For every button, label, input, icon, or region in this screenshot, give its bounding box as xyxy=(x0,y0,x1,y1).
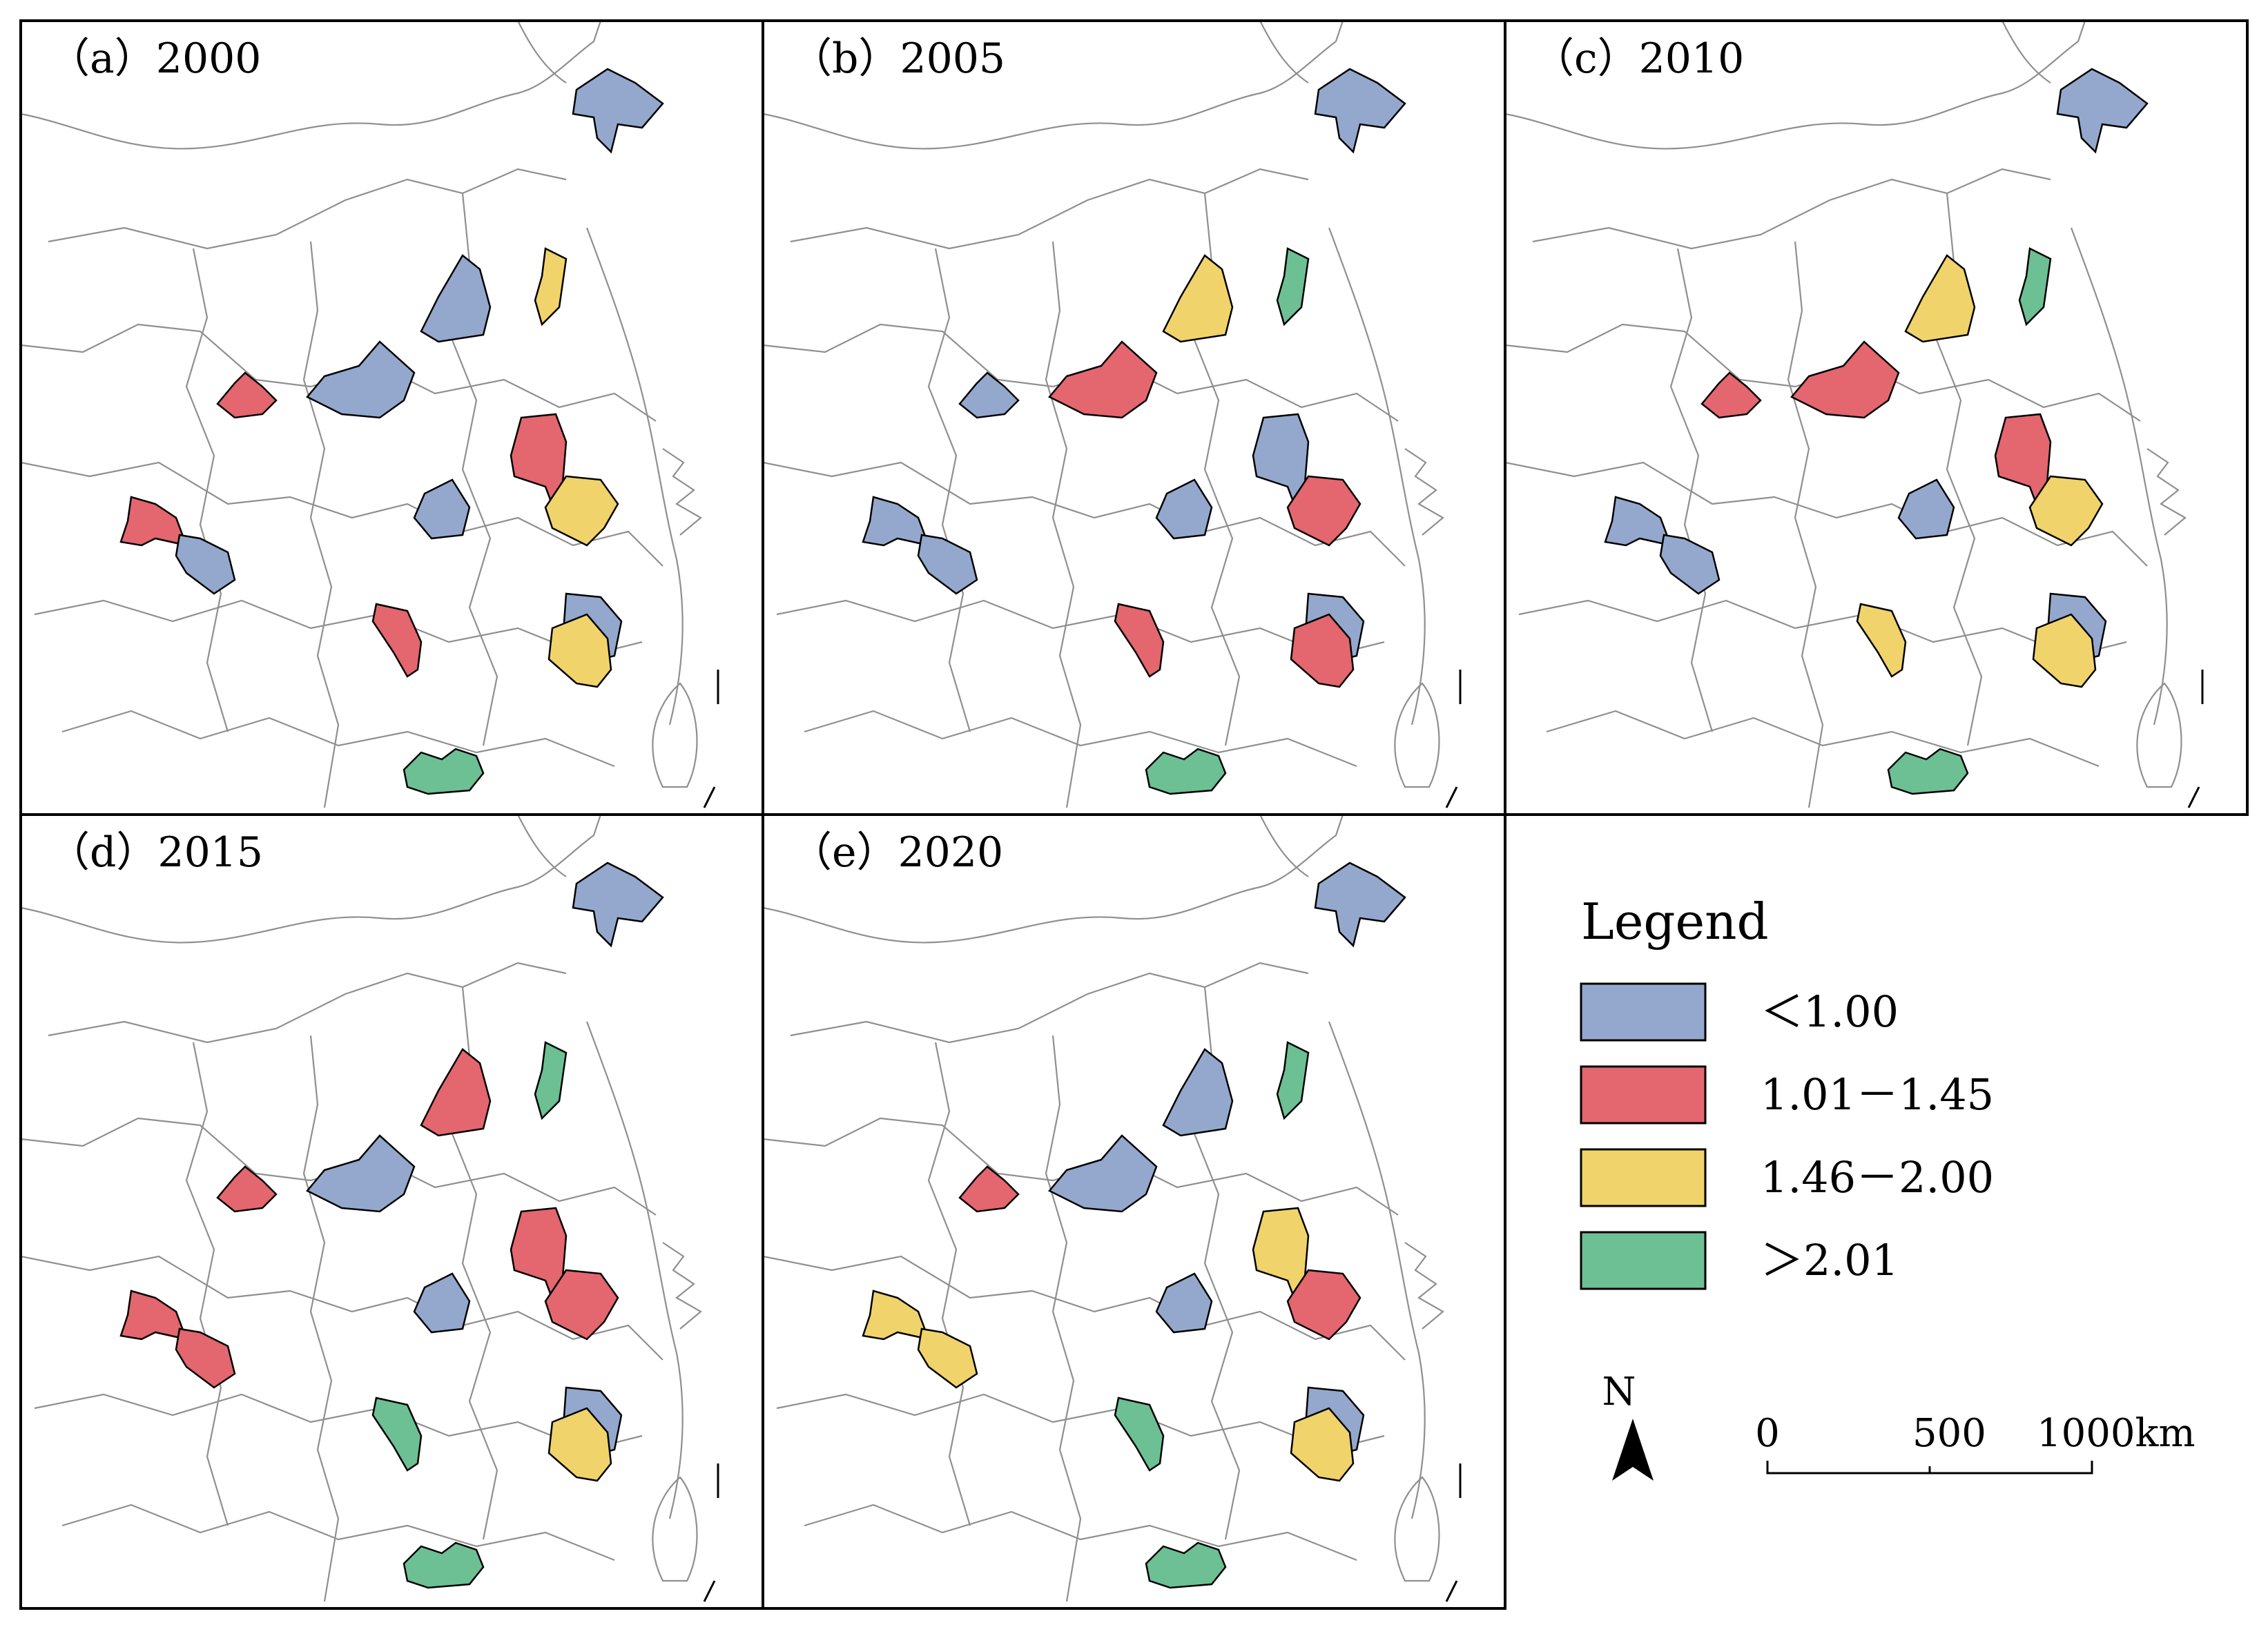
city-region xyxy=(1700,371,1762,419)
city-region xyxy=(534,247,568,326)
city-region xyxy=(413,1272,471,1334)
map-panel: （a）2000 xyxy=(19,19,764,816)
panel-title: （a）2000 xyxy=(48,35,261,83)
city-region xyxy=(1048,340,1158,419)
city-region xyxy=(403,1541,485,1589)
legend-swatch xyxy=(1580,1065,1707,1125)
map-content xyxy=(21,21,719,809)
legend-title: Legend xyxy=(1581,893,1769,951)
scale-bar-line xyxy=(1766,1461,2093,1475)
city-region xyxy=(175,1327,236,1389)
city-region xyxy=(917,1327,978,1389)
scale-labels: 0 500 1000km xyxy=(1755,1411,2195,1456)
city-region xyxy=(1604,496,1672,547)
city-region xyxy=(216,1165,278,1213)
city-region xyxy=(1155,478,1213,540)
city-region xyxy=(572,68,664,153)
city-region xyxy=(1145,748,1227,795)
city-region xyxy=(306,1134,416,1213)
scale-bar: 0 500 1000km xyxy=(1755,1411,2196,1475)
city-region xyxy=(1790,340,1900,419)
panel-frame xyxy=(1504,19,2249,816)
city-region xyxy=(1162,1048,1234,1137)
panel-frame xyxy=(762,813,1506,1610)
city-region xyxy=(1145,1541,1227,1589)
city-region xyxy=(175,534,236,595)
city-region xyxy=(1887,748,1969,795)
map-content xyxy=(21,815,719,1603)
city-region xyxy=(119,496,188,547)
city-region xyxy=(420,1048,492,1137)
city-region xyxy=(1897,478,1955,540)
scale-label: 500 xyxy=(1912,1411,1986,1456)
scale-label: 0 xyxy=(1755,1411,1780,1456)
city-region xyxy=(1856,603,1907,678)
city-region xyxy=(306,340,416,419)
city-region xyxy=(119,1290,188,1341)
scale-label: 1000km xyxy=(2037,1411,2196,1456)
legend-swatch xyxy=(1580,1231,1707,1290)
city-region xyxy=(420,254,492,343)
city-region xyxy=(1114,1397,1165,1472)
city-region xyxy=(371,1397,423,1472)
map-content xyxy=(1505,21,2204,809)
city-region xyxy=(1659,534,1721,595)
legend-label: ＞2.01 xyxy=(1761,1235,1899,1285)
map-panels: （a）2000 （b）2005 （c）2010 （d）2015 （e）2020 xyxy=(19,19,2249,1610)
city-region xyxy=(917,534,978,595)
legend: Legend ＜1.00 1.01－1.45 1.46－2.00 ＞2.01 xyxy=(1580,893,1994,1290)
map-panel: （b）2005 xyxy=(762,19,1506,816)
legend-items: ＜1.00 1.01－1.45 1.46－2.00 ＞2.01 xyxy=(1580,982,1994,1290)
city-region xyxy=(862,1290,930,1341)
map-panel: （d）2015 xyxy=(19,813,764,1610)
city-region xyxy=(1314,68,1406,153)
legend-swatch xyxy=(1580,1148,1707,1207)
city-region xyxy=(862,496,930,547)
city-region xyxy=(1114,603,1165,678)
city-region xyxy=(1314,862,1406,947)
city-region xyxy=(958,1165,1020,1213)
legend-label: 1.01－1.45 xyxy=(1761,1069,1994,1120)
city-region xyxy=(1276,1041,1310,1120)
city-region xyxy=(534,1041,568,1120)
legend-label: ＜1.00 xyxy=(1761,986,1899,1037)
city-region xyxy=(958,371,1020,419)
city-region xyxy=(1276,247,1310,326)
city-region xyxy=(1155,1272,1213,1334)
north-arrow-icon xyxy=(1612,1419,1654,1481)
inset-marks xyxy=(703,670,719,808)
panel-title: （d）2015 xyxy=(48,828,263,877)
inset-marks xyxy=(703,1463,719,1602)
city-region xyxy=(1048,1134,1158,1213)
map-panel: （c）2010 xyxy=(1504,19,2249,816)
map-panel: （e）2020 xyxy=(762,813,1506,1610)
north-arrow: N xyxy=(1602,1370,1654,1481)
city-region xyxy=(403,748,485,795)
panel-title: （c）2010 xyxy=(1533,35,1744,83)
inset-marks xyxy=(1445,670,1462,808)
panel-title: （b）2005 xyxy=(791,35,1005,83)
city-region xyxy=(2056,68,2149,153)
city-region xyxy=(413,478,471,540)
city-region xyxy=(216,371,278,419)
city-region xyxy=(1162,254,1234,343)
panel-title: （e）2020 xyxy=(791,828,1003,877)
north-label: N xyxy=(1602,1370,1636,1414)
map-content xyxy=(763,21,1462,809)
city-region xyxy=(1904,254,1976,343)
legend-swatch xyxy=(1580,982,1707,1042)
city-region xyxy=(572,862,664,947)
city-region xyxy=(371,603,423,678)
map-content xyxy=(763,815,1462,1603)
inset-marks xyxy=(1445,1463,1462,1602)
city-region xyxy=(2018,247,2052,326)
inset-marks xyxy=(2187,670,2204,808)
legend-label: 1.46－2.00 xyxy=(1761,1152,1994,1203)
